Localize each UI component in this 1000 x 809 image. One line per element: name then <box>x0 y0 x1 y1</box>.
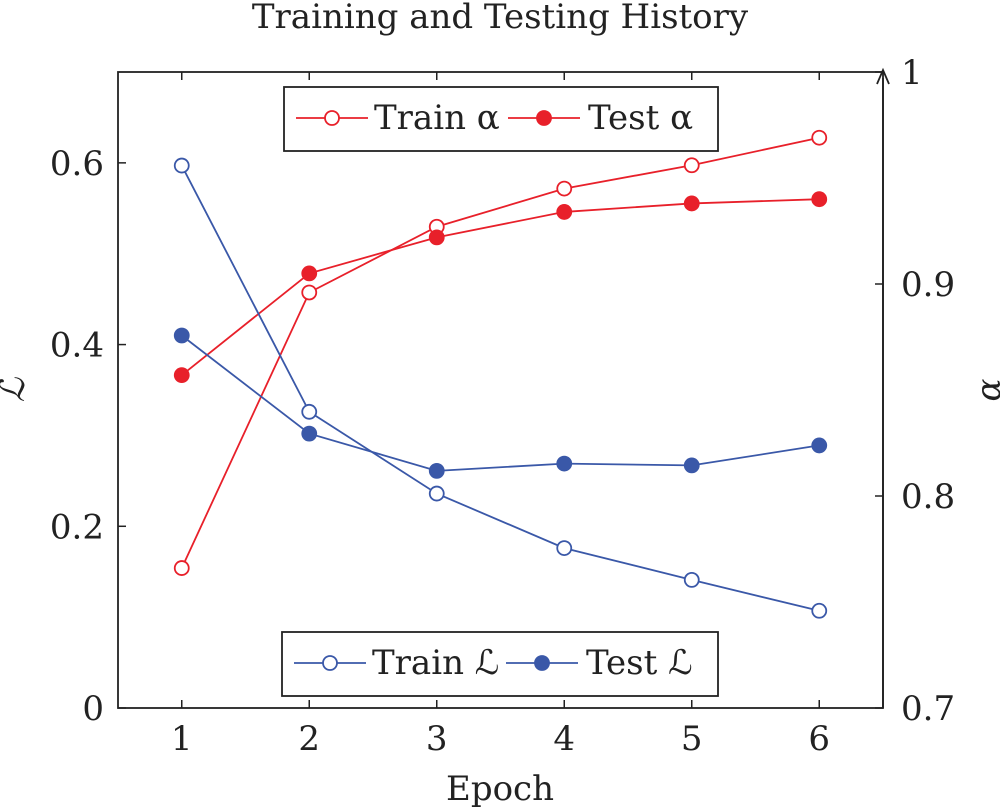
series-2-point <box>428 485 445 502</box>
right-axis-ticks: 0.7 0.8 0.9 1 <box>875 53 955 729</box>
legend-train-loss-label: Train ℒ <box>372 643 499 683</box>
legend-top-box <box>283 86 719 152</box>
left-tick-label: 0.2 <box>50 507 104 547</box>
series-0-point <box>683 157 700 174</box>
legend-test-loss-marker <box>534 655 550 671</box>
plot-frame <box>117 71 884 709</box>
x-axis-ticks: 1 2 3 4 5 6 <box>171 72 830 759</box>
series-line-2 <box>180 165 820 612</box>
left-tick-label: 0 <box>82 689 104 729</box>
legend-train-alpha-marker <box>324 110 340 126</box>
left-axis-title: ℒ <box>0 376 33 402</box>
x-tick-label: 2 <box>298 719 320 759</box>
series-0-point <box>556 180 573 197</box>
series-2-point <box>301 403 318 420</box>
legend-bottom-box <box>281 631 719 697</box>
legend-test-alpha-label: Test α <box>588 98 693 138</box>
series-3-point <box>301 425 318 442</box>
legend-test-alpha-marker <box>536 110 552 126</box>
series-line-0 <box>180 136 820 569</box>
series-1-point <box>683 195 700 212</box>
x-tick-label: 3 <box>426 719 448 759</box>
series-1-point <box>556 204 573 220</box>
right-tick-label: 0.8 <box>901 477 955 517</box>
series-line-3 <box>181 334 820 472</box>
x-tick-label: 1 <box>171 719 193 759</box>
series-3-point <box>556 455 573 472</box>
x-tick-label: 4 <box>553 719 575 759</box>
legend-test-loss-label: Test ℒ <box>586 643 693 683</box>
chart-title: Training and Testing History <box>252 0 749 37</box>
x-tick-label: 6 <box>808 719 830 759</box>
right-axis-arrow <box>876 67 890 85</box>
series-line-1 <box>181 198 820 376</box>
series-1-point <box>301 265 318 282</box>
series-0-point <box>301 284 318 301</box>
series-2-point <box>811 602 828 619</box>
series-3-point <box>683 457 700 474</box>
series-0-point <box>811 129 828 146</box>
left-tick-label: 0.6 <box>50 144 104 184</box>
series-2-point <box>556 540 573 556</box>
legend-train-alpha-label: Train α <box>374 98 500 138</box>
legend-train-loss-marker <box>322 655 338 671</box>
legend-bottom: Train ℒ Test ℒ <box>281 631 719 697</box>
x-axis-title: Epoch <box>446 769 554 809</box>
series-3-point <box>173 327 190 344</box>
x-tick-label: 5 <box>681 719 703 759</box>
series-3-point <box>428 462 445 479</box>
series-1-point <box>811 191 828 208</box>
series-1-point <box>173 367 190 384</box>
series-2-point <box>683 571 700 588</box>
legend-top: Train α Test α <box>283 86 719 152</box>
right-axis-title: α <box>969 378 1000 401</box>
right-tick-label: 0.7 <box>901 689 955 729</box>
series-3-point <box>811 437 828 454</box>
left-tick-label: 0.4 <box>50 326 104 366</box>
left-axis-ticks: 0 0.2 0.4 0.6 <box>50 144 126 729</box>
series-2-point <box>173 157 190 174</box>
series-1-point <box>428 229 445 246</box>
right-tick-label: 0.9 <box>901 265 955 305</box>
series-layer <box>173 129 828 619</box>
series-0-point <box>173 560 190 576</box>
right-tick-label: 1 <box>901 53 923 93</box>
